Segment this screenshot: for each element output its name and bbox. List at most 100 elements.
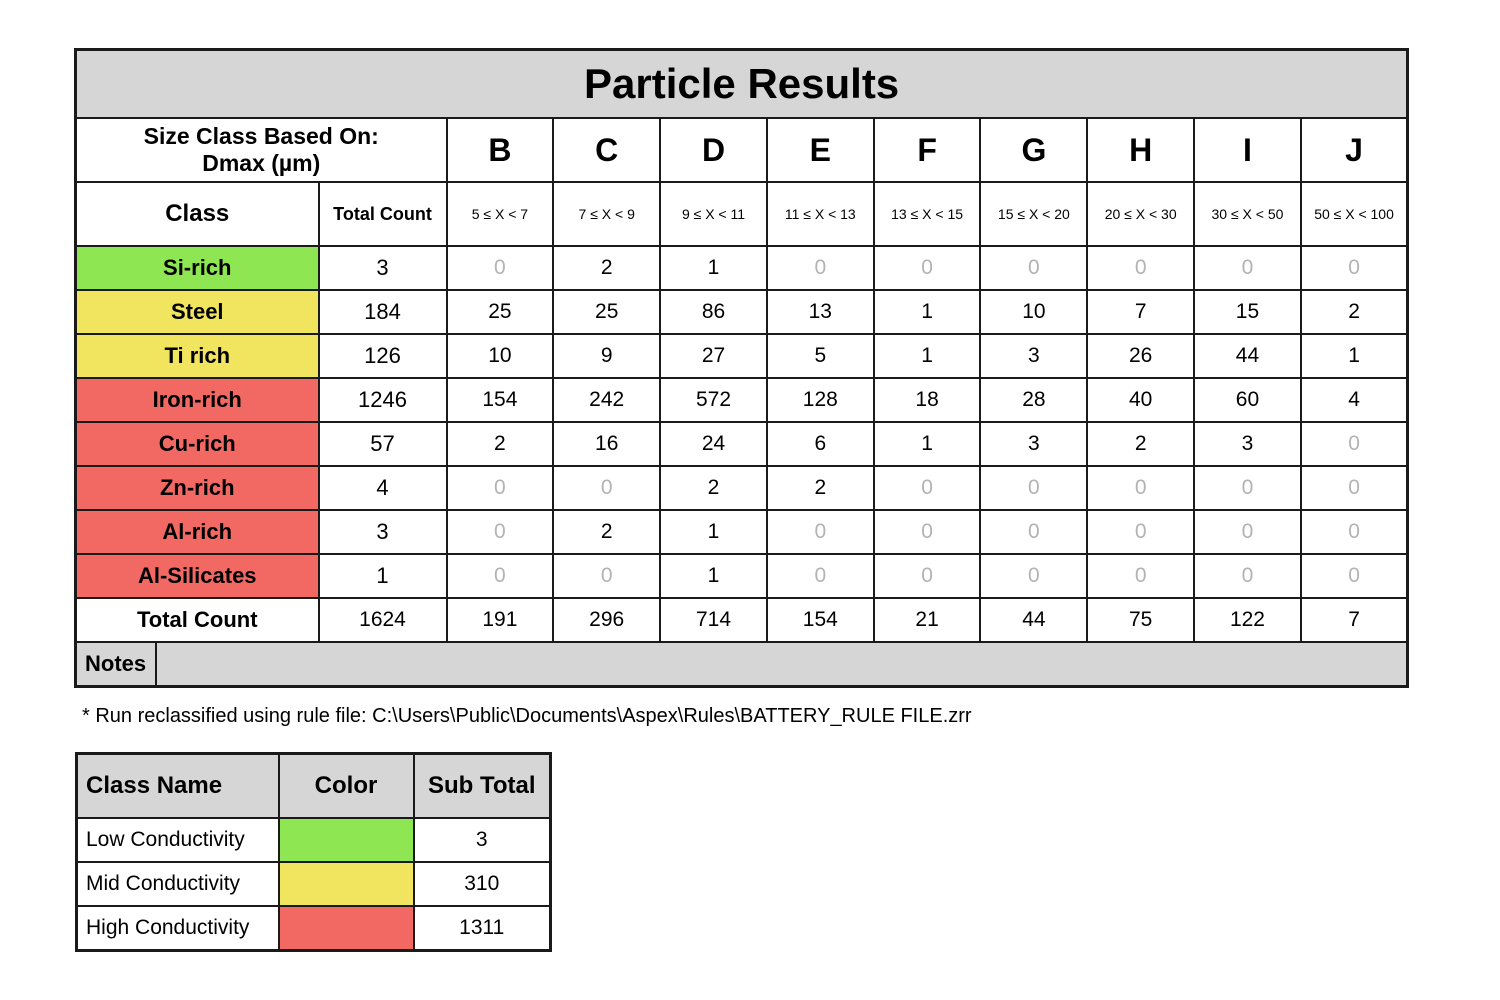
count-cell: 0 bbox=[1193, 465, 1302, 511]
notes-label: Notes bbox=[77, 643, 157, 685]
conductivity-legend-table: Class Name Color Sub Total Low Conductiv… bbox=[75, 752, 552, 952]
count-cell: 0 bbox=[445, 465, 555, 511]
class-name-cell: Cu-rich bbox=[74, 421, 320, 467]
report-title: Particle Results bbox=[74, 48, 1409, 119]
legend-color-swatch bbox=[277, 817, 415, 863]
count-cell: 2 bbox=[659, 465, 768, 511]
count-cell: 25 bbox=[552, 289, 662, 335]
class-row: Steel 184 25 25 86 13 1 10 7 15 2 bbox=[74, 289, 1409, 335]
size-class-text: Size Class Based On: Dmax (µm) bbox=[143, 123, 379, 176]
count-cell: 0 bbox=[765, 245, 875, 291]
count-cell: 0 bbox=[1086, 245, 1196, 291]
legend-sub-total: 1311 bbox=[412, 905, 552, 952]
class-name-cell: Steel bbox=[74, 289, 320, 335]
particle-results-table: Particle Results Size Class Based On: Dm… bbox=[74, 48, 1410, 688]
class-total-cell: 126 bbox=[317, 333, 448, 379]
size-letter-f: F bbox=[872, 117, 982, 183]
count-cell: 154 bbox=[445, 377, 555, 423]
class-row: Iron-rich 1246 154 242 572 128 18 28 40 60 4 bbox=[74, 377, 1409, 423]
count-cell: 0 bbox=[765, 553, 875, 599]
total-count-header: Total Count bbox=[317, 181, 448, 247]
legend-class-name: Mid Conductivity bbox=[75, 861, 280, 907]
column-total-cell: 191 bbox=[445, 597, 555, 643]
class-total-cell: 3 bbox=[317, 509, 448, 555]
count-cell: 60 bbox=[1193, 377, 1302, 423]
count-cell: 3 bbox=[1193, 421, 1302, 467]
size-letter-b: B bbox=[445, 117, 555, 183]
legend-sub-total: 3 bbox=[412, 817, 552, 863]
count-cell: 0 bbox=[872, 509, 982, 555]
class-total-cell: 57 bbox=[317, 421, 448, 467]
count-cell: 26 bbox=[1086, 333, 1196, 379]
total-count-row: Total Count 1624 191 296 714 154 21 44 75 122 7 bbox=[74, 597, 1409, 643]
class-total-cell: 3 bbox=[317, 245, 448, 291]
column-total-cell: 154 bbox=[765, 597, 875, 643]
size-letter-e: E bbox=[765, 117, 875, 183]
column-total-cell: 122 bbox=[1193, 597, 1302, 643]
legend-row: Mid Conductivity 310 bbox=[75, 861, 552, 907]
class-total-cell: 184 bbox=[317, 289, 448, 335]
count-cell: 0 bbox=[552, 553, 662, 599]
legend-row: High Conductivity 1311 bbox=[75, 905, 552, 952]
count-cell: 2 bbox=[765, 465, 875, 511]
size-range-f: 13 ≤ X < 15 bbox=[872, 181, 982, 247]
size-range-j: 50 ≤ X < 100 bbox=[1299, 181, 1409, 247]
class-row: Si-rich 3 0 2 1 0 0 0 0 0 0 bbox=[74, 245, 1409, 291]
legend-color-swatch bbox=[277, 905, 415, 952]
grand-total-cell: 1624 bbox=[317, 597, 448, 643]
count-cell: 0 bbox=[1086, 553, 1196, 599]
count-cell: 128 bbox=[765, 377, 875, 423]
class-name-cell: Iron-rich bbox=[74, 377, 320, 423]
size-letter-g: G bbox=[979, 117, 1089, 183]
size-range-i: 30 ≤ X < 50 bbox=[1193, 181, 1302, 247]
count-cell: 0 bbox=[872, 245, 982, 291]
rule-file-footnote: * Run reclassified using rule file: C:\U… bbox=[82, 705, 972, 727]
count-cell: 1 bbox=[659, 553, 768, 599]
count-cell: 242 bbox=[552, 377, 662, 423]
class-name-cell: Si-rich bbox=[74, 245, 320, 291]
count-cell: 0 bbox=[552, 465, 662, 511]
count-cell: 0 bbox=[872, 553, 982, 599]
count-cell: 2 bbox=[1086, 421, 1196, 467]
count-cell: 572 bbox=[659, 377, 768, 423]
count-cell: 1 bbox=[1299, 333, 1409, 379]
size-range-h: 20 ≤ X < 30 bbox=[1086, 181, 1196, 247]
legend-header-color: Color bbox=[277, 752, 415, 819]
count-cell: 27 bbox=[659, 333, 768, 379]
count-cell: 0 bbox=[1299, 421, 1409, 467]
count-cell: 0 bbox=[765, 509, 875, 555]
count-cell: 0 bbox=[445, 553, 555, 599]
size-range-g: 15 ≤ X < 20 bbox=[979, 181, 1089, 247]
size-letter-d: D bbox=[659, 117, 768, 183]
count-cell: 1 bbox=[872, 421, 982, 467]
legend-header-row: Class Name Color Sub Total bbox=[75, 752, 552, 819]
legend-class-name: Low Conductivity bbox=[75, 817, 280, 863]
class-total-cell: 1 bbox=[317, 553, 448, 599]
count-cell: 2 bbox=[1299, 289, 1409, 335]
count-cell: 3 bbox=[979, 421, 1089, 467]
column-total-cell: 75 bbox=[1086, 597, 1196, 643]
legend-color-swatch bbox=[277, 861, 415, 907]
notes-cell: Notes bbox=[74, 641, 1409, 688]
count-cell: 1 bbox=[659, 509, 768, 555]
class-row: Zn-rich 4 0 0 2 2 0 0 0 0 0 bbox=[74, 465, 1409, 511]
count-cell: 40 bbox=[1086, 377, 1196, 423]
class-row: Cu-rich 57 2 16 24 6 1 3 2 3 0 bbox=[74, 421, 1409, 467]
count-cell: 0 bbox=[979, 245, 1089, 291]
column-total-cell: 7 bbox=[1299, 597, 1409, 643]
count-cell: 0 bbox=[445, 245, 555, 291]
class-name-cell: Al-Silicates bbox=[74, 553, 320, 599]
legend-header-sub-total: Sub Total bbox=[412, 752, 552, 819]
count-cell: 0 bbox=[872, 465, 982, 511]
count-cell: 7 bbox=[1086, 289, 1196, 335]
count-cell: 86 bbox=[659, 289, 768, 335]
count-cell: 2 bbox=[445, 421, 555, 467]
size-range-d: 9 ≤ X < 11 bbox=[659, 181, 768, 247]
notes-row: Notes bbox=[74, 641, 1409, 688]
count-cell: 0 bbox=[1193, 509, 1302, 555]
count-cell: 0 bbox=[1299, 553, 1409, 599]
count-cell: 0 bbox=[445, 509, 555, 555]
count-cell: 3 bbox=[979, 333, 1089, 379]
